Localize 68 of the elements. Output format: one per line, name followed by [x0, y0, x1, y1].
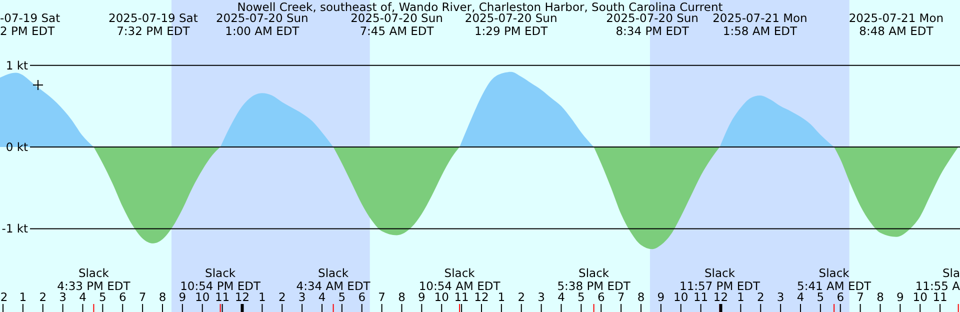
x-tick-label: 3	[538, 290, 545, 304]
x-tick-label: 9	[178, 290, 186, 304]
x-tick-label: 3	[298, 290, 306, 304]
x-tick-label: 4	[318, 290, 326, 304]
x-tick-label: 6	[597, 290, 605, 304]
x-tick-label: 7	[617, 290, 625, 304]
x-tick-label: 9	[657, 290, 665, 304]
annotation: 2025-07-21 Mon 1:58 AM EDT	[712, 11, 808, 38]
x-tick-label: 9	[418, 290, 426, 304]
annotation: 2025-07-20 Sun 8:34 PM EDT	[606, 11, 698, 38]
x-tick-label: 1	[737, 290, 744, 304]
x-tick-label: 10	[195, 290, 210, 304]
x-tick-label: 1	[258, 290, 266, 304]
x-tick-label: 1	[19, 290, 27, 304]
x-tick-label: 2	[0, 290, 8, 304]
x-tick-label: 8	[876, 290, 884, 304]
y-tick-label: 1 kt	[6, 58, 28, 72]
x-tick-label: 5	[816, 290, 824, 304]
annotation: 2025-07-21 Mon 8:48 AM EDT	[848, 11, 944, 38]
y-tick-label: 0 kt	[6, 140, 28, 154]
annotation: Slack 10:54 AM EDT	[418, 266, 502, 293]
annotation: Slack 5:41 AM EDT	[797, 266, 872, 293]
x-tick-label: 5	[99, 290, 106, 304]
x-tick-label: 11	[932, 290, 948, 304]
annotation: -07-19 Sat 2 PM EDT	[0, 11, 61, 38]
x-tick-label: 5	[578, 290, 585, 304]
x-tick-label: 10	[912, 290, 928, 304]
x-tick-label: 7	[856, 290, 864, 304]
annotation: 2025-07-20 Sun 1:29 PM EDT	[464, 11, 558, 38]
x-tick-label: 2	[518, 290, 526, 304]
annotation: Slack 4:34 AM EDT	[296, 266, 372, 293]
x-tick-label: 4	[796, 290, 804, 304]
x-tick-label: 1	[498, 290, 506, 304]
annotation: 2025-07-20 Sun 7:45 AM EDT	[350, 11, 443, 38]
x-tick-label: 9	[896, 290, 904, 304]
x-tick-label: 5	[338, 290, 346, 304]
x-tick-label: 10	[674, 290, 688, 304]
y-tick-label: -1 kt	[2, 222, 28, 236]
x-tick-label: 11	[214, 290, 230, 304]
x-tick-label: 2	[756, 290, 764, 304]
x-tick-label: 12	[234, 290, 250, 304]
x-tick-label: 2	[39, 290, 47, 304]
x-tick-label: 4	[558, 290, 565, 304]
x-tick-label: 7	[378, 290, 386, 304]
x-tick-label: 8	[398, 290, 406, 304]
annotation: Slack 5:38 PM EDT	[557, 266, 632, 293]
x-tick-label: 2	[278, 290, 286, 304]
x-tick-label: 7	[138, 290, 146, 304]
x-tick-label: 6	[836, 290, 844, 304]
annotation: Slack 11:57 PM EDT	[680, 266, 761, 293]
x-tick-label: 12	[713, 290, 728, 304]
x-tick-label: 8	[637, 290, 645, 304]
chart-title: Nowell Creek, southeast of, Wando River, Charleston Harbor, South Carolina Current	[237, 0, 724, 14]
x-tick-label: 11	[454, 290, 469, 304]
annotation: 2025-07-20 Sun 1:00 AM EDT	[216, 11, 308, 38]
x-tick-label: 6	[118, 290, 126, 304]
x-tick-label: 11	[693, 290, 708, 304]
annotation: Sla 11:55 A	[915, 266, 960, 293]
annotation: 2025-07-19 Sat 7:32 PM EDT	[108, 11, 198, 38]
x-tick-label: 8	[158, 290, 166, 304]
annotation: Slack 10:54 PM EDT	[180, 266, 262, 293]
x-tick-label: 6	[358, 290, 366, 304]
x-tick-label: 4	[79, 290, 86, 304]
x-tick-label: 12	[474, 290, 489, 304]
x-tick-label: 10	[434, 290, 449, 304]
annotation: Slack 4:33 PM EDT	[57, 266, 132, 293]
x-tick-label: 3	[776, 290, 784, 304]
x-tick-label: 3	[59, 290, 66, 304]
